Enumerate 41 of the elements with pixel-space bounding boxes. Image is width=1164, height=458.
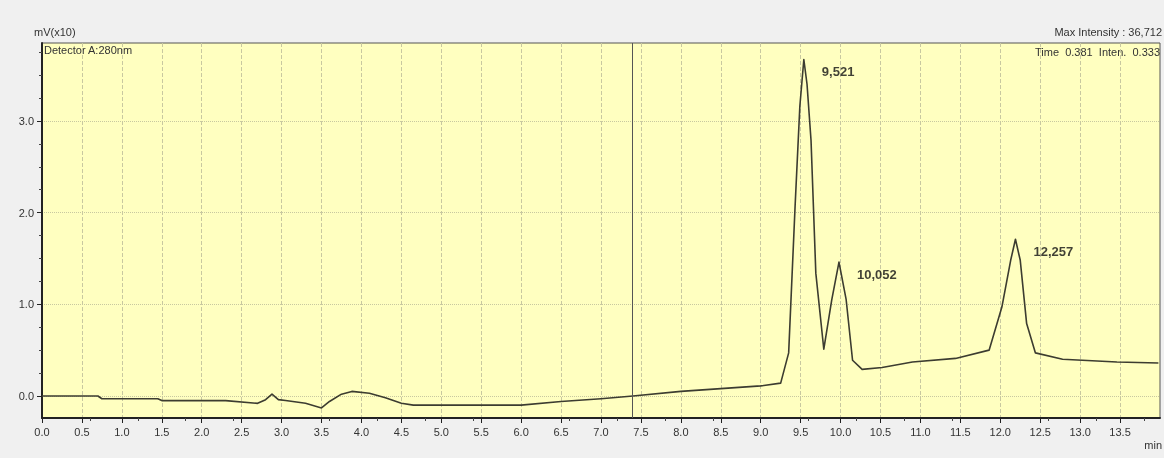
y-tick-label: 1.0 (18, 298, 34, 311)
y-tick-label: 3.0 (18, 114, 34, 127)
x-tick-label: 12.5 (1029, 425, 1051, 438)
x-tick-label: 12.0 (989, 425, 1011, 438)
text: Max Intensity : 36,712 (1054, 25, 1163, 38)
x-tick-label: 5.0 (433, 425, 449, 438)
x-tick-label: 6.5 (553, 425, 569, 438)
x-tick-label: 13.5 (1109, 425, 1131, 438)
x-tick-label: 4.0 (353, 425, 370, 438)
annotation: Time 0.381 Inten. 0.333 (1035, 45, 1161, 58)
x-tick-label: 10.5 (869, 425, 892, 438)
y-axis-title: mV(x10) (34, 25, 76, 38)
x-tick-label: 1.0 (114, 425, 130, 438)
x-tick-label: 1.5 (154, 425, 170, 438)
annotation: 9,521 (821, 64, 855, 79)
annotation: 12,257 (1033, 243, 1074, 259)
x-tick-label: 0.5 (74, 425, 90, 438)
x-tick-label: 3.0 (273, 425, 290, 438)
x-tick-label: 7.0 (593, 425, 609, 438)
x-tick-label: 0.0 (34, 425, 50, 438)
x-tick-label: 2.5 (233, 425, 250, 438)
x-tick-label: 11.5 (950, 425, 971, 438)
line-series (41, 58, 1160, 409)
x-tick-label: 3.5 (313, 425, 330, 438)
x-tick-label: 7.5 (633, 425, 649, 438)
x-tick-label: 10.0 (829, 425, 852, 438)
x-tick-label: 9.0 (753, 425, 769, 438)
y-tick-label: 0.0 (18, 390, 34, 402)
x-tick-label: 8.5 (713, 425, 729, 438)
x-tick-label: 13.0 (1069, 425, 1091, 438)
x-tick-label: 11.0 (910, 425, 931, 438)
x-tick-label: 2.0 (194, 425, 210, 438)
x-axis-title: min (1144, 438, 1163, 451)
annotation: 10,052 (856, 266, 897, 282)
x-tick-label: 5.5 (473, 425, 489, 438)
x-tick-label: 4.5 (393, 425, 410, 438)
annotation: Detector A:280nm (44, 43, 133, 56)
x-tick-label: 6.0 (513, 425, 529, 438)
y-tick-label: 2.0 (18, 206, 34, 219)
x-tick-label: 8.0 (673, 425, 689, 438)
x-tick-label: 9.5 (792, 425, 809, 438)
